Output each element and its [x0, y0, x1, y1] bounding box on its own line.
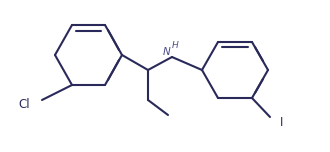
- Text: Cl: Cl: [18, 97, 30, 111]
- Text: H: H: [172, 41, 179, 50]
- Text: N: N: [163, 47, 171, 57]
- Text: I: I: [280, 116, 283, 128]
